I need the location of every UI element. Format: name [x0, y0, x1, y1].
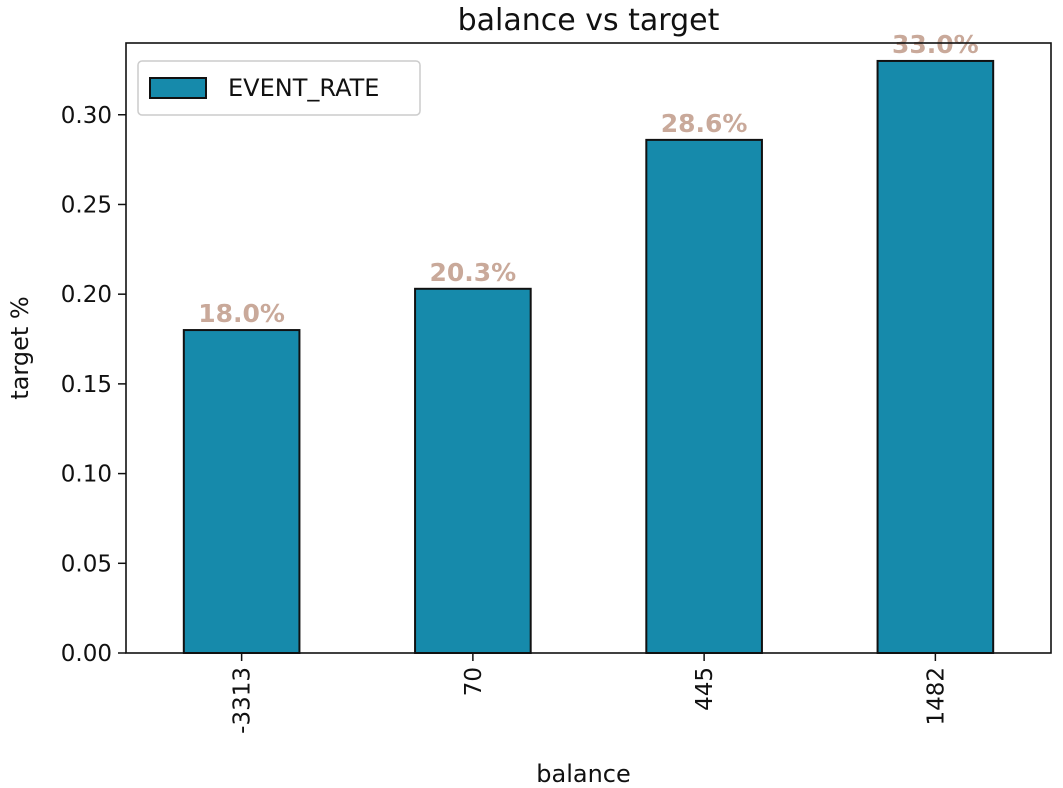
y-tick-label: 0.10 [61, 462, 112, 488]
y-tick-label: 0.00 [61, 641, 112, 667]
x-axis-label: balance [536, 760, 631, 788]
chart-title: balance vs target [458, 3, 720, 38]
bar [414, 287, 532, 654]
legend: EVENT_RATE [137, 60, 421, 116]
x-tick-label: -3313 [230, 667, 256, 734]
legend-box [137, 60, 421, 116]
y-tick-label: 0.25 [61, 192, 112, 218]
plot-frame [125, 42, 1052, 654]
bar [876, 59, 995, 655]
y-tick-label: 0.15 [61, 372, 112, 398]
data-label: 28.6% [661, 109, 748, 138]
x-tick-label: 1482 [923, 667, 949, 726]
x-axis-ticks: -3313 70 445 1482 [230, 653, 949, 734]
bars [182, 59, 995, 655]
legend-swatch-event-rate [149, 77, 207, 99]
y-axis-ticks: 0.00 0.05 0.10 0.15 0.20 0.25 0.30 [61, 103, 126, 667]
y-tick-label: 0.20 [61, 282, 112, 308]
x-tick-label: 70 [461, 667, 487, 696]
bar [645, 138, 763, 655]
y-tick-label: 0.30 [61, 103, 112, 129]
y-tick-label: 0.05 [61, 551, 112, 577]
data-labels: 18.0% 20.3% 28.6% 33.0% [198, 30, 978, 328]
data-label: 20.3% [430, 258, 517, 287]
bar [182, 329, 301, 654]
y-axis-label: target % [6, 296, 34, 399]
data-label: 33.0% [892, 30, 979, 59]
x-tick-label: 445 [692, 667, 718, 711]
legend-label-event-rate: EVENT_RATE [228, 74, 379, 102]
data-label: 18.0% [198, 299, 285, 328]
